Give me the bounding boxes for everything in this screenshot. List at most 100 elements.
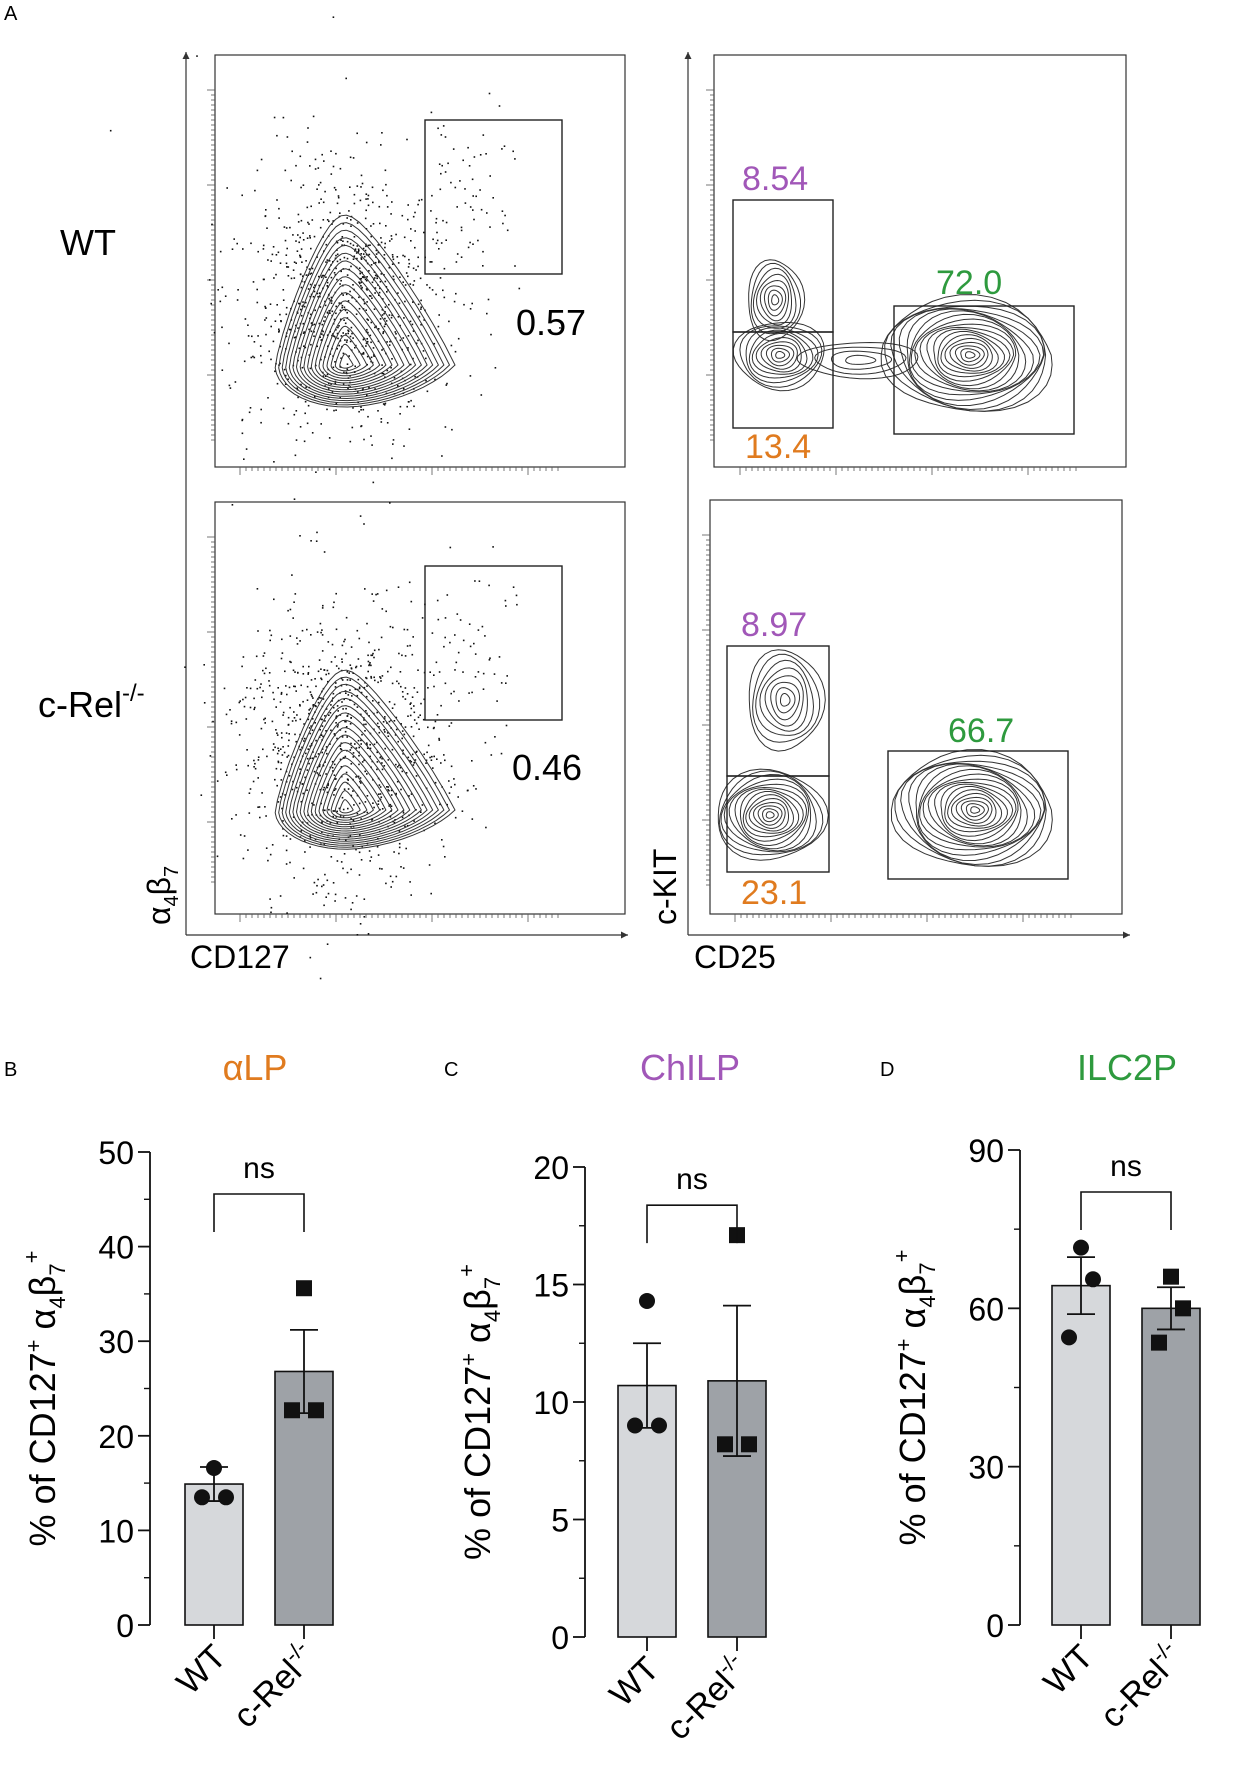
event-dot <box>212 720 214 723</box>
event-dot <box>365 198 367 200</box>
event-dot <box>341 304 344 307</box>
event-dot <box>336 332 339 335</box>
event-dot <box>390 805 393 807</box>
event-dot <box>381 808 384 810</box>
event-dot <box>489 226 491 228</box>
event-dot <box>473 218 475 221</box>
event-dot <box>276 732 278 734</box>
event-dot <box>379 867 381 870</box>
event-dot <box>490 333 492 336</box>
right-y-label: c-KIT <box>647 849 683 925</box>
event-dot <box>299 768 301 770</box>
event-dot <box>383 312 385 315</box>
event-dot <box>326 285 329 287</box>
event-dot <box>300 286 303 289</box>
event-dot <box>290 661 292 664</box>
contour-line <box>940 334 999 374</box>
event-dot <box>390 794 393 796</box>
event-dot <box>315 705 317 708</box>
event-dot <box>341 658 343 660</box>
event-dot <box>321 153 323 156</box>
event-dot <box>360 743 362 745</box>
event-dot <box>350 646 353 648</box>
contour-line <box>771 294 780 306</box>
event-dot <box>336 810 338 813</box>
event-dot <box>430 892 432 895</box>
event-dot <box>368 253 371 256</box>
chilp-value-wt: 8.54 <box>742 160 808 198</box>
event-dot <box>408 428 411 430</box>
data-point-crel <box>1163 1268 1179 1285</box>
event-dot <box>418 199 420 202</box>
event-dot <box>384 242 386 245</box>
event-dot <box>471 178 474 181</box>
event-dot <box>335 682 337 684</box>
event-dot <box>221 326 223 329</box>
event-dot <box>231 818 233 820</box>
event-dot <box>307 673 309 675</box>
event-dot <box>363 759 365 762</box>
event-dot <box>414 246 416 249</box>
event-dot <box>428 864 431 866</box>
event-dot <box>321 634 324 636</box>
contour-line <box>763 285 787 317</box>
event-dot <box>380 636 383 639</box>
event-dot <box>372 347 375 349</box>
event-dot <box>340 239 342 241</box>
event-dot <box>455 292 457 295</box>
event-dot <box>360 691 363 694</box>
event-dot <box>322 219 325 221</box>
event-dot <box>361 286 363 289</box>
event-dot <box>309 707 312 710</box>
event-dot <box>393 720 396 722</box>
event-dot <box>270 634 273 637</box>
event-dot <box>373 806 375 809</box>
contour-line <box>278 676 451 848</box>
event-dot <box>331 310 334 313</box>
event-dot <box>402 867 405 869</box>
event-dot <box>380 755 382 758</box>
event-dot <box>401 816 404 819</box>
contour-line <box>334 790 361 816</box>
event-dot <box>254 189 256 192</box>
event-dot <box>250 356 253 359</box>
event-dot <box>334 686 337 688</box>
event-dot <box>361 761 364 763</box>
event-dot <box>408 262 411 265</box>
event-dot <box>266 755 268 758</box>
event-dot <box>383 729 385 731</box>
event-dot <box>300 186 302 189</box>
event-dot <box>358 874 361 876</box>
event-dot <box>285 227 288 229</box>
x-category-label: c-Rel-/- <box>223 1635 323 1735</box>
event-dot <box>326 281 329 284</box>
event-dot <box>512 150 514 153</box>
event-dot <box>446 382 448 385</box>
event-dot <box>460 256 463 258</box>
event-dot <box>350 742 352 745</box>
event-dot <box>434 378 436 381</box>
event-dot <box>441 164 443 167</box>
event-dot <box>340 270 342 273</box>
event-dot <box>390 886 392 888</box>
event-dot <box>357 658 360 660</box>
event-dot <box>293 413 296 416</box>
event-dot <box>379 676 381 678</box>
event-dot <box>436 231 438 234</box>
event-dot <box>344 720 346 723</box>
event-dot <box>314 309 316 312</box>
event-dot <box>414 375 416 378</box>
event-dot <box>408 581 411 584</box>
event-dot <box>260 421 262 424</box>
event-dot <box>302 301 304 303</box>
event-dot <box>329 822 332 824</box>
contour-line <box>937 330 1005 378</box>
event-dot <box>309 295 311 298</box>
event-dot <box>288 739 290 742</box>
event-dot <box>340 684 343 687</box>
event-dot <box>295 740 297 743</box>
event-dot <box>309 237 311 239</box>
contour-line <box>775 687 796 714</box>
event-dot <box>265 209 267 211</box>
